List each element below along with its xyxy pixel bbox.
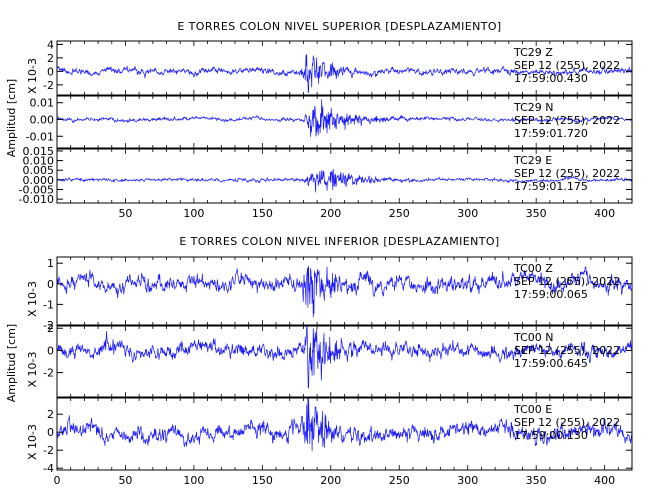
- y-tick-label: -1: [43, 298, 54, 311]
- time-label: 17:59:00.645: [514, 357, 588, 370]
- y-axis-label: Amplitud [cm]: [5, 324, 18, 402]
- x-tick-label: 400: [594, 474, 615, 487]
- panel-scale-label: X 10-3: [26, 424, 39, 460]
- time-label: 17:59:01.720: [514, 127, 588, 140]
- x-tick-label: 150: [252, 474, 273, 487]
- time-label: 17:59:00.130: [514, 429, 588, 442]
- y-tick-label: 0: [47, 65, 54, 78]
- y-tick-label: 0.005: [23, 164, 55, 177]
- y-tick-label: -0.005: [19, 184, 54, 197]
- date-label: SEP 12 (255), 2022: [514, 344, 620, 357]
- waveform-trace: [56, 168, 633, 193]
- date-label: SEP 12 (255), 2022: [514, 167, 620, 180]
- x-tick-label: 100: [183, 474, 204, 487]
- waveform-trace: [56, 99, 633, 137]
- x-tick-label: 250: [389, 207, 410, 220]
- y-tick-label: -0.010: [19, 193, 54, 206]
- panel-scale-label: X 10-3: [26, 281, 39, 317]
- waveform-trace: [56, 265, 633, 318]
- x-tick-label: 150: [252, 207, 273, 220]
- y-tick-label: -4: [43, 462, 54, 475]
- y-tick-label: 2: [47, 408, 54, 421]
- x-tick-label: 300: [457, 474, 478, 487]
- y-axis-label: Amplitud [cm]: [5, 79, 18, 157]
- channel-label: TC29 Z: [513, 46, 553, 59]
- date-label: SEP 12 (255), 2022: [514, 416, 620, 429]
- x-tick-label: 250: [389, 474, 410, 487]
- channel-label: TC00 N: [513, 331, 553, 344]
- y-tick-label: -2: [43, 79, 54, 92]
- y-tick-label: 0: [47, 344, 54, 357]
- waveform-trace: [56, 398, 633, 452]
- x-tick-label: 400: [594, 207, 615, 220]
- y-tick-label: -2: [43, 319, 54, 332]
- y-tick-label: 0: [47, 278, 54, 291]
- channel-label: TC00 E: [513, 403, 552, 416]
- x-tick-label: 350: [526, 207, 547, 220]
- y-tick-label: 1: [47, 257, 54, 270]
- y-tick-label: 2: [47, 52, 54, 65]
- y-tick-label: 0.000: [23, 174, 55, 187]
- y-tick-label: 0.010: [23, 155, 55, 168]
- date-label: SEP 12 (255), 2022: [514, 59, 620, 72]
- y-tick-label: 0.01: [30, 97, 55, 110]
- time-label: 17:59:01.175: [514, 180, 588, 193]
- x-tick-label: 0: [54, 474, 61, 487]
- x-tick-label: 200: [320, 474, 341, 487]
- chart-nivel-superior: E TORRES COLON NIVEL SUPERIOR [DESPLAZAM…: [5, 20, 633, 220]
- time-label: 17:59:00.430: [514, 72, 588, 85]
- waveform-trace: [56, 54, 633, 93]
- x-tick-label: 100: [183, 207, 204, 220]
- x-tick-label: 50: [118, 474, 132, 487]
- y-tick-label: 2: [47, 322, 54, 335]
- chart-nivel-inferior: E TORRES COLON NIVEL INFERIOR [DESPLAZAM…: [5, 235, 633, 487]
- x-tick-label: 300: [457, 207, 478, 220]
- date-label: SEP 12 (255), 2022: [514, 275, 620, 288]
- y-tick-label: 0.00: [30, 113, 55, 126]
- y-tick-label: 4: [47, 38, 54, 51]
- channel-label: TC29 N: [513, 101, 553, 114]
- x-tick-label: 50: [118, 207, 132, 220]
- y-tick-label: 0: [47, 426, 54, 439]
- date-label: SEP 12 (255), 2022: [514, 114, 620, 127]
- channel-label: TC29 E: [513, 154, 552, 167]
- channel-label: TC00 Z: [513, 262, 553, 275]
- x-tick-label: 200: [320, 207, 341, 220]
- chart-title: E TORRES COLON NIVEL SUPERIOR [DESPLAZAM…: [177, 20, 501, 33]
- waveform-trace: [56, 326, 633, 389]
- panel-scale-label: X 10-3: [26, 352, 39, 388]
- y-tick-label: -2: [43, 444, 54, 457]
- panel-scale-label: X 10-3: [26, 58, 39, 94]
- chart-title: E TORRES COLON NIVEL INFERIOR [DESPLAZAM…: [179, 235, 499, 248]
- y-tick-label: -0.01: [26, 130, 54, 143]
- x-tick-label: 350: [526, 474, 547, 487]
- time-label: 17:59:00.065: [514, 288, 588, 301]
- y-tick-label: 0.015: [23, 145, 55, 158]
- y-tick-label: -2: [43, 367, 54, 380]
